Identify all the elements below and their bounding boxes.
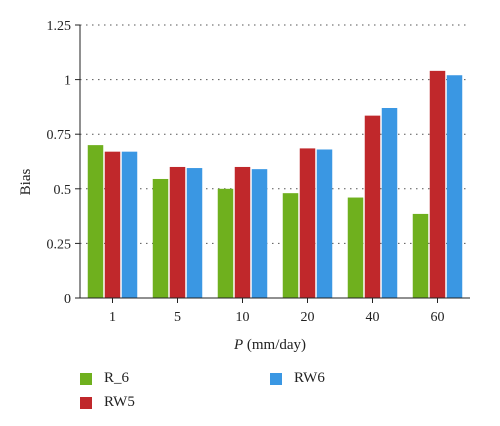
y-tick-label: 0.5	[54, 183, 72, 198]
x-axis-label-unit: (mm/day)	[243, 337, 306, 353]
legend-item-rw6: RW6	[270, 370, 325, 387]
legend-swatch-r6	[80, 372, 92, 385]
legend-swatch-rw6	[270, 372, 282, 385]
legend-item-rw5: RW5	[80, 394, 135, 411]
y-tick-label: 0.25	[47, 237, 72, 252]
bars	[87, 70, 463, 299]
bar-rw5-60	[429, 70, 446, 298]
bar-rw6-5	[186, 168, 203, 298]
y-tick-label: 0	[64, 292, 71, 307]
x-tick-label: 40	[366, 310, 380, 325]
x-tick-label: 20	[301, 310, 315, 325]
y-tick-label: 1	[64, 74, 71, 89]
bar-rw6-60	[446, 75, 463, 299]
bar-rw5-5	[169, 166, 186, 298]
bar-rw6-10	[251, 169, 268, 298]
bar-rw6-20	[316, 149, 333, 298]
bar-r6-60	[412, 213, 429, 298]
axes	[75, 24, 470, 303]
y-axis-label: Bias	[18, 169, 34, 196]
bar-rw5-1	[104, 151, 121, 298]
y-tick-labels: 0 0.25 0.5 0.75 1 1.25	[47, 19, 72, 307]
bar-rw5-20	[299, 148, 316, 298]
x-tick-label: 5	[174, 310, 181, 325]
x-axis-label: P (mm/day)	[233, 337, 306, 353]
bar-r6-40	[347, 197, 364, 298]
bar-r6-10	[217, 188, 234, 298]
bar-rw6-1	[121, 151, 138, 298]
bar-rw5-40	[364, 115, 381, 298]
x-tick-labels: 1 5 10 20 40 60	[109, 310, 445, 325]
legend-label-rw5: RW5	[104, 394, 135, 410]
legend-item-r6: R_6	[80, 370, 129, 387]
y-tick-label: 0.75	[47, 128, 72, 143]
bar-r6-5	[152, 178, 169, 298]
x-tick-label: 60	[431, 310, 445, 325]
bar-r6-20	[282, 193, 299, 298]
legend-label-r6: R_6	[104, 370, 130, 386]
x-axis-label-var: P	[233, 337, 243, 353]
legend-label-rw6: RW6	[294, 370, 325, 386]
grid-lines	[80, 24, 470, 244]
x-tick-label: 1	[109, 310, 116, 325]
bar-r6-1	[87, 145, 104, 298]
x-tick-label: 10	[236, 310, 250, 325]
bar-rw5-10	[234, 166, 251, 298]
bar-rw6-40	[381, 107, 398, 298]
legend: R_6 RW5 RW6	[80, 370, 460, 420]
legend-swatch-rw5	[80, 396, 92, 409]
y-tick-label: 1.25	[47, 19, 72, 34]
